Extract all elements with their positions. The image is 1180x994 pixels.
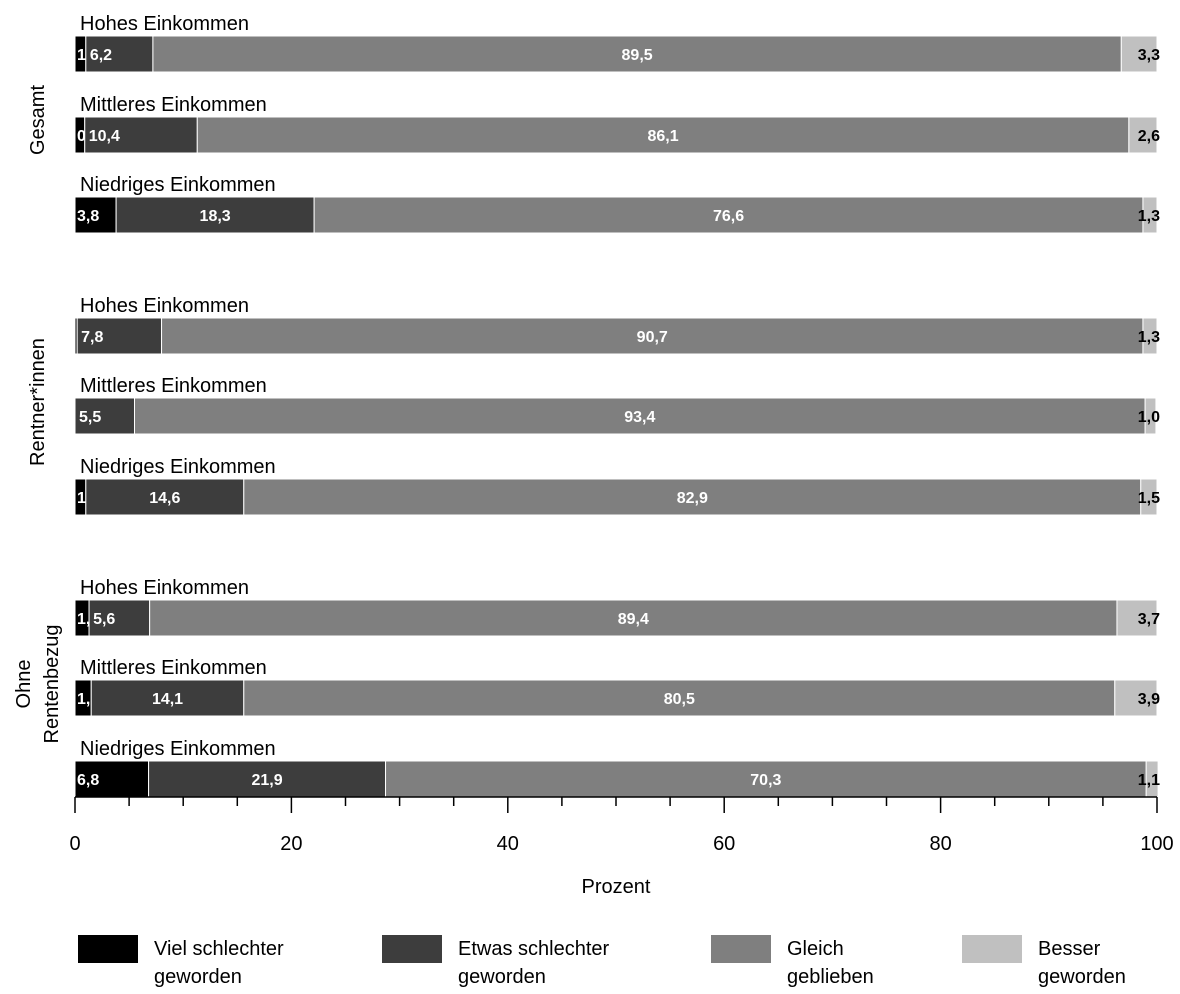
legend-item-besser-geworden: Besser geworden <box>962 935 1180 991</box>
x-axis-title: Prozent <box>582 876 651 898</box>
legend-item-viel-schlechter: Viel schlechter geworden <box>78 935 324 991</box>
bar-value-label: 89,5 <box>622 47 653 64</box>
bar-value-label: 1,0 <box>1138 409 1160 426</box>
bar-segment <box>76 317 163 355</box>
bar-segment <box>1114 679 1158 717</box>
bar-value-label: 1,3 <box>1138 329 1160 346</box>
bar-category-label: Mittleres Einkommen <box>80 657 267 679</box>
bar-segment <box>74 760 150 798</box>
group-label: Gesamt <box>27 85 49 155</box>
bar-category-label: Mittleres Einkommen <box>80 375 267 397</box>
bar-value-label: 7,8 <box>81 329 103 346</box>
legend-swatch <box>78 935 138 963</box>
bar-segment <box>1116 599 1158 637</box>
x-tick-label: 20 <box>280 833 302 855</box>
bar-value-label: 93,4 <box>624 409 655 426</box>
bar-value-label: 3,7 <box>1138 611 1160 628</box>
bar-segment <box>1128 116 1158 154</box>
bar-segment <box>1120 35 1158 73</box>
bar-segment <box>149 599 1118 637</box>
bar-value-label: 14,1 <box>152 691 183 708</box>
bar-value-label: 1,5 <box>1138 490 1160 507</box>
bar-segment <box>148 760 387 798</box>
bar-value-label: 3,9 <box>1138 691 1160 708</box>
bar-category-label: Hohes Einkommen <box>80 295 249 317</box>
bar-value-label: 5,6 <box>93 611 115 628</box>
legend-item-etwas-schlechter: Etwas schlechter geworden <box>382 935 628 991</box>
legend-label: Etwas schlechter geworden <box>458 938 610 988</box>
bar-category-label: Niedriges Einkommen <box>80 174 276 196</box>
bar-segment <box>134 397 1146 435</box>
bar-segment <box>1144 397 1157 435</box>
legend-label: Gleich geblieben <box>787 938 874 988</box>
legend-swatch <box>711 935 771 963</box>
bar-segment <box>90 679 245 717</box>
bar-segment <box>1140 478 1158 516</box>
bar-value-label: 21,9 <box>251 772 282 789</box>
x-tick-label: 40 <box>497 833 519 855</box>
bar-value-label: 10,4 <box>89 128 120 145</box>
bar-segment <box>1142 196 1158 234</box>
group-label: Ohne Rentenbezug <box>13 625 63 744</box>
bar-value-label: 14,6 <box>149 490 180 507</box>
x-tick-label: 100 <box>1140 833 1173 855</box>
stacked-bar-chart: Gesamt Hohes Einkommen 1,0 6,2 89,5 3,3 Mittle… <box>13 13 1174 898</box>
bar-value-label: 3,3 <box>1138 47 1160 64</box>
group-label: Rentner*innen <box>27 338 49 466</box>
x-tick-label: 60 <box>713 833 735 855</box>
bar-category-label: Niedriges Einkommen <box>80 456 276 478</box>
bar-segment <box>196 116 1130 154</box>
legend-label: Besser geworden <box>1038 938 1126 988</box>
bar-segment <box>74 196 117 234</box>
bar-segment <box>85 478 245 516</box>
bar-value-label: 1,1 <box>1138 772 1160 789</box>
bar-segment <box>1142 317 1158 355</box>
bar-value-label: 6,2 <box>90 47 112 64</box>
bar-segment <box>243 478 1142 516</box>
legend-item-gleich-geblieben: Gleich geblieben <box>711 935 957 991</box>
bar-value-label: 80,5 <box>664 691 695 708</box>
bar-value-label: 3,8 <box>77 208 99 225</box>
bar-category-label: Hohes Einkommen <box>80 577 249 599</box>
x-tick-label: 80 <box>929 833 951 855</box>
bar-value-label: 90,7 <box>637 329 668 346</box>
bar-value-label: 89,4 <box>618 611 649 628</box>
bar-value-label: 5,5 <box>79 409 101 426</box>
legend-label: Viel schlechter geworden <box>154 938 284 988</box>
bar-value-label: 1,3 <box>1138 208 1160 225</box>
bar-category-label: Mittleres Einkommen <box>80 94 267 116</box>
bar-value-label: 76,6 <box>713 208 744 225</box>
legend: Viel schlechter geworden Etwas schlechter… <box>0 935 1180 994</box>
bar-value-label: 70,3 <box>750 772 781 789</box>
bar-value-label: 6,8 <box>77 772 99 789</box>
bar-segment <box>115 196 315 234</box>
bar-segment <box>88 599 151 637</box>
legend-swatch <box>962 935 1022 963</box>
bar-segment <box>85 35 154 73</box>
bar-category-label: Niedriges Einkommen <box>80 738 276 760</box>
legend-swatch <box>382 935 442 963</box>
bar-value-label: 86,1 <box>647 128 678 145</box>
bar-value-label: 18,3 <box>200 208 231 225</box>
bar-category-label: Hohes Einkommen <box>80 13 249 35</box>
x-tick-label: 0 <box>69 833 80 855</box>
bar-segment <box>74 397 136 435</box>
bar-segment <box>385 760 1147 798</box>
bar-value-label: 2,6 <box>1138 128 1160 145</box>
bar-segment <box>161 317 1144 355</box>
bar-value-label: 82,9 <box>677 490 708 507</box>
